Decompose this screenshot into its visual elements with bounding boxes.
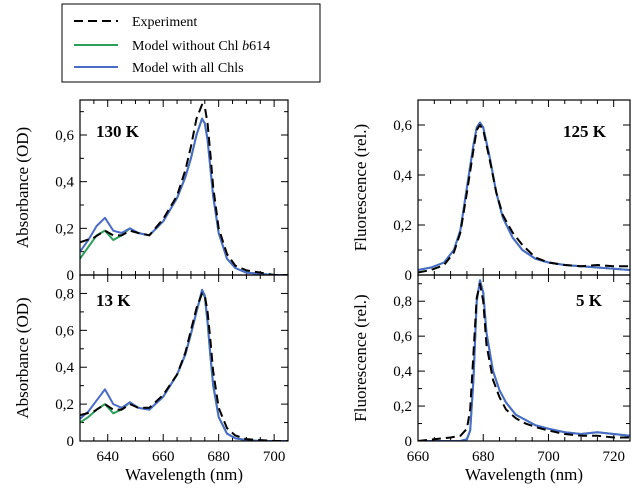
y-axis-label: Absorbance (OD) [13,127,32,248]
y-axis-label: Fluorescence (rel.) [351,124,370,251]
panel-annotation: 125 K [563,122,607,141]
x-axis-label: Wavelength (nm) [125,465,243,484]
y-tick-label: 0,8 [393,294,412,310]
panel-fl-125K: 0 0,2 0,4 0,6 Fluorescence (rel.) 125 K [351,99,631,284]
series-experiment [80,103,288,275]
y-tick-label: 0,8 [55,286,74,302]
y-axis-label: Fluorescence (rel.) [351,294,370,421]
series-model-all [418,121,630,271]
y-tick-label: 0,2 [55,221,74,237]
legend-box [61,3,321,83]
series-model-all [80,288,288,441]
y-tick-label: 0 [67,268,75,284]
x-tick-label: 680 [472,449,495,465]
panel-fl-5K: 0 0,2 0,4 0,6 0,8 660 680 700 720 Wavelength (nm)… [351,274,631,484]
y-tick-label: 0,6 [393,118,412,134]
panel-abs-13K: 0 0,2 0,4 0,6 0,8 640 660 680 700 Wavelength (nm)… [13,274,289,484]
y-tick-label: 0,4 [55,175,74,191]
series-experiment [418,282,630,441]
plot-frame [417,274,631,442]
legend: Experiment Model without Chl b614 Model … [61,3,321,83]
x-tick-label: 680 [207,449,230,465]
series-model-without [80,117,288,275]
y-tick-label: 0 [405,268,413,284]
legend-label-model-without: Model without Chl b614 [132,39,270,54]
legend-label-model-without-tail: 614 [249,39,270,54]
panels: 0 0,2 0,4 0,6 Absorbance (OD) 130 K 0 0,2 0,4 0,6… [13,99,631,484]
panel-annotation: 13 K [96,291,131,310]
series-experiment [418,124,630,274]
y-tick-label: 0,6 [55,323,74,339]
y-tick-label: 0,4 [393,364,412,380]
series-model-without [418,121,630,271]
x-tick-label: 660 [152,449,175,465]
x-axis-label: Wavelength (nm) [465,465,583,484]
legend-label-model-without-main: Model without Chl [132,39,242,54]
legend-label-experiment: Experiment [132,15,197,30]
series-experiment [80,292,288,441]
y-tick-label: 0,4 [55,360,74,376]
y-tick-label: 0,2 [393,218,412,234]
y-tick-label: 0,6 [393,329,412,345]
legend-label-model-without-italic: b [242,39,249,54]
y-tick-label: 0 [405,434,413,450]
y-axis-label: Absorbance (OD) [13,297,32,418]
legend-label-model-all: Model with all Chls [132,61,244,76]
y-tick-label: 0,6 [55,128,74,144]
x-tick-label: 640 [96,449,119,465]
panel-annotation: 130 K [96,122,140,141]
x-tick-label: 700 [537,449,560,465]
series-model-all [80,117,288,275]
x-tick-label: 700 [263,449,286,465]
series-model-all [418,279,630,441]
y-tick-label: 0 [67,434,75,450]
series-model-without [80,290,288,441]
panel-abs-130K: 0 0,2 0,4 0,6 Absorbance (OD) 130 K [13,99,289,284]
y-tick-label: 0,2 [55,397,74,413]
y-tick-label: 0,2 [393,399,412,415]
x-tick-label: 660 [407,449,430,465]
x-tick-label: 720 [602,449,625,465]
y-tick-label: 0,4 [393,168,412,184]
panel-annotation: 5 K [576,291,603,310]
plot-frame [79,274,289,442]
